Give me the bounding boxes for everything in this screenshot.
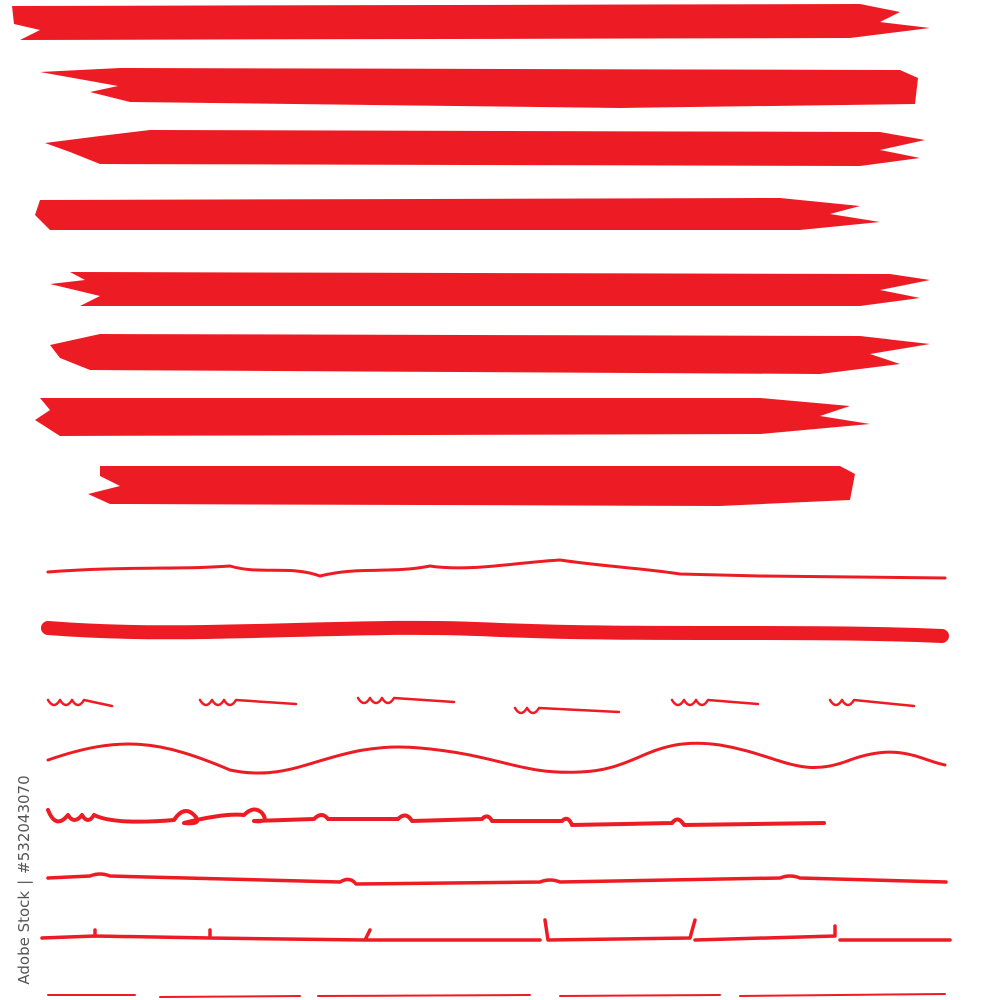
brush-stroke-6 (50, 334, 930, 374)
brush-stroke-2 (40, 68, 918, 108)
credit-brand: Adobe Stock (15, 890, 33, 985)
stock-credit: Adobe Stock | #532043070 (15, 772, 33, 987)
thin-dash-line (47, 993, 946, 998)
thick-brush-strokes (12, 4, 930, 506)
squiggle-line (46, 696, 916, 715)
bumpy-line (46, 872, 948, 886)
wavy-line-1 (46, 558, 947, 580)
brush-stroke-3 (45, 130, 925, 166)
thick-line (41, 620, 949, 643)
brush-stroke-1 (12, 4, 930, 40)
credit-asset-id: #532043070 (15, 775, 33, 874)
brush-stroke-4 (35, 198, 880, 230)
brush-stroke-8 (88, 466, 855, 506)
brush-stroke-5 (50, 272, 930, 306)
sine-wave-line (46, 741, 947, 775)
step-line (40, 918, 952, 942)
loopy-line (46, 807, 826, 827)
hand-drawn-lines (40, 558, 952, 998)
brush-stroke-7 (35, 398, 870, 436)
credit-separator: | (15, 879, 33, 885)
